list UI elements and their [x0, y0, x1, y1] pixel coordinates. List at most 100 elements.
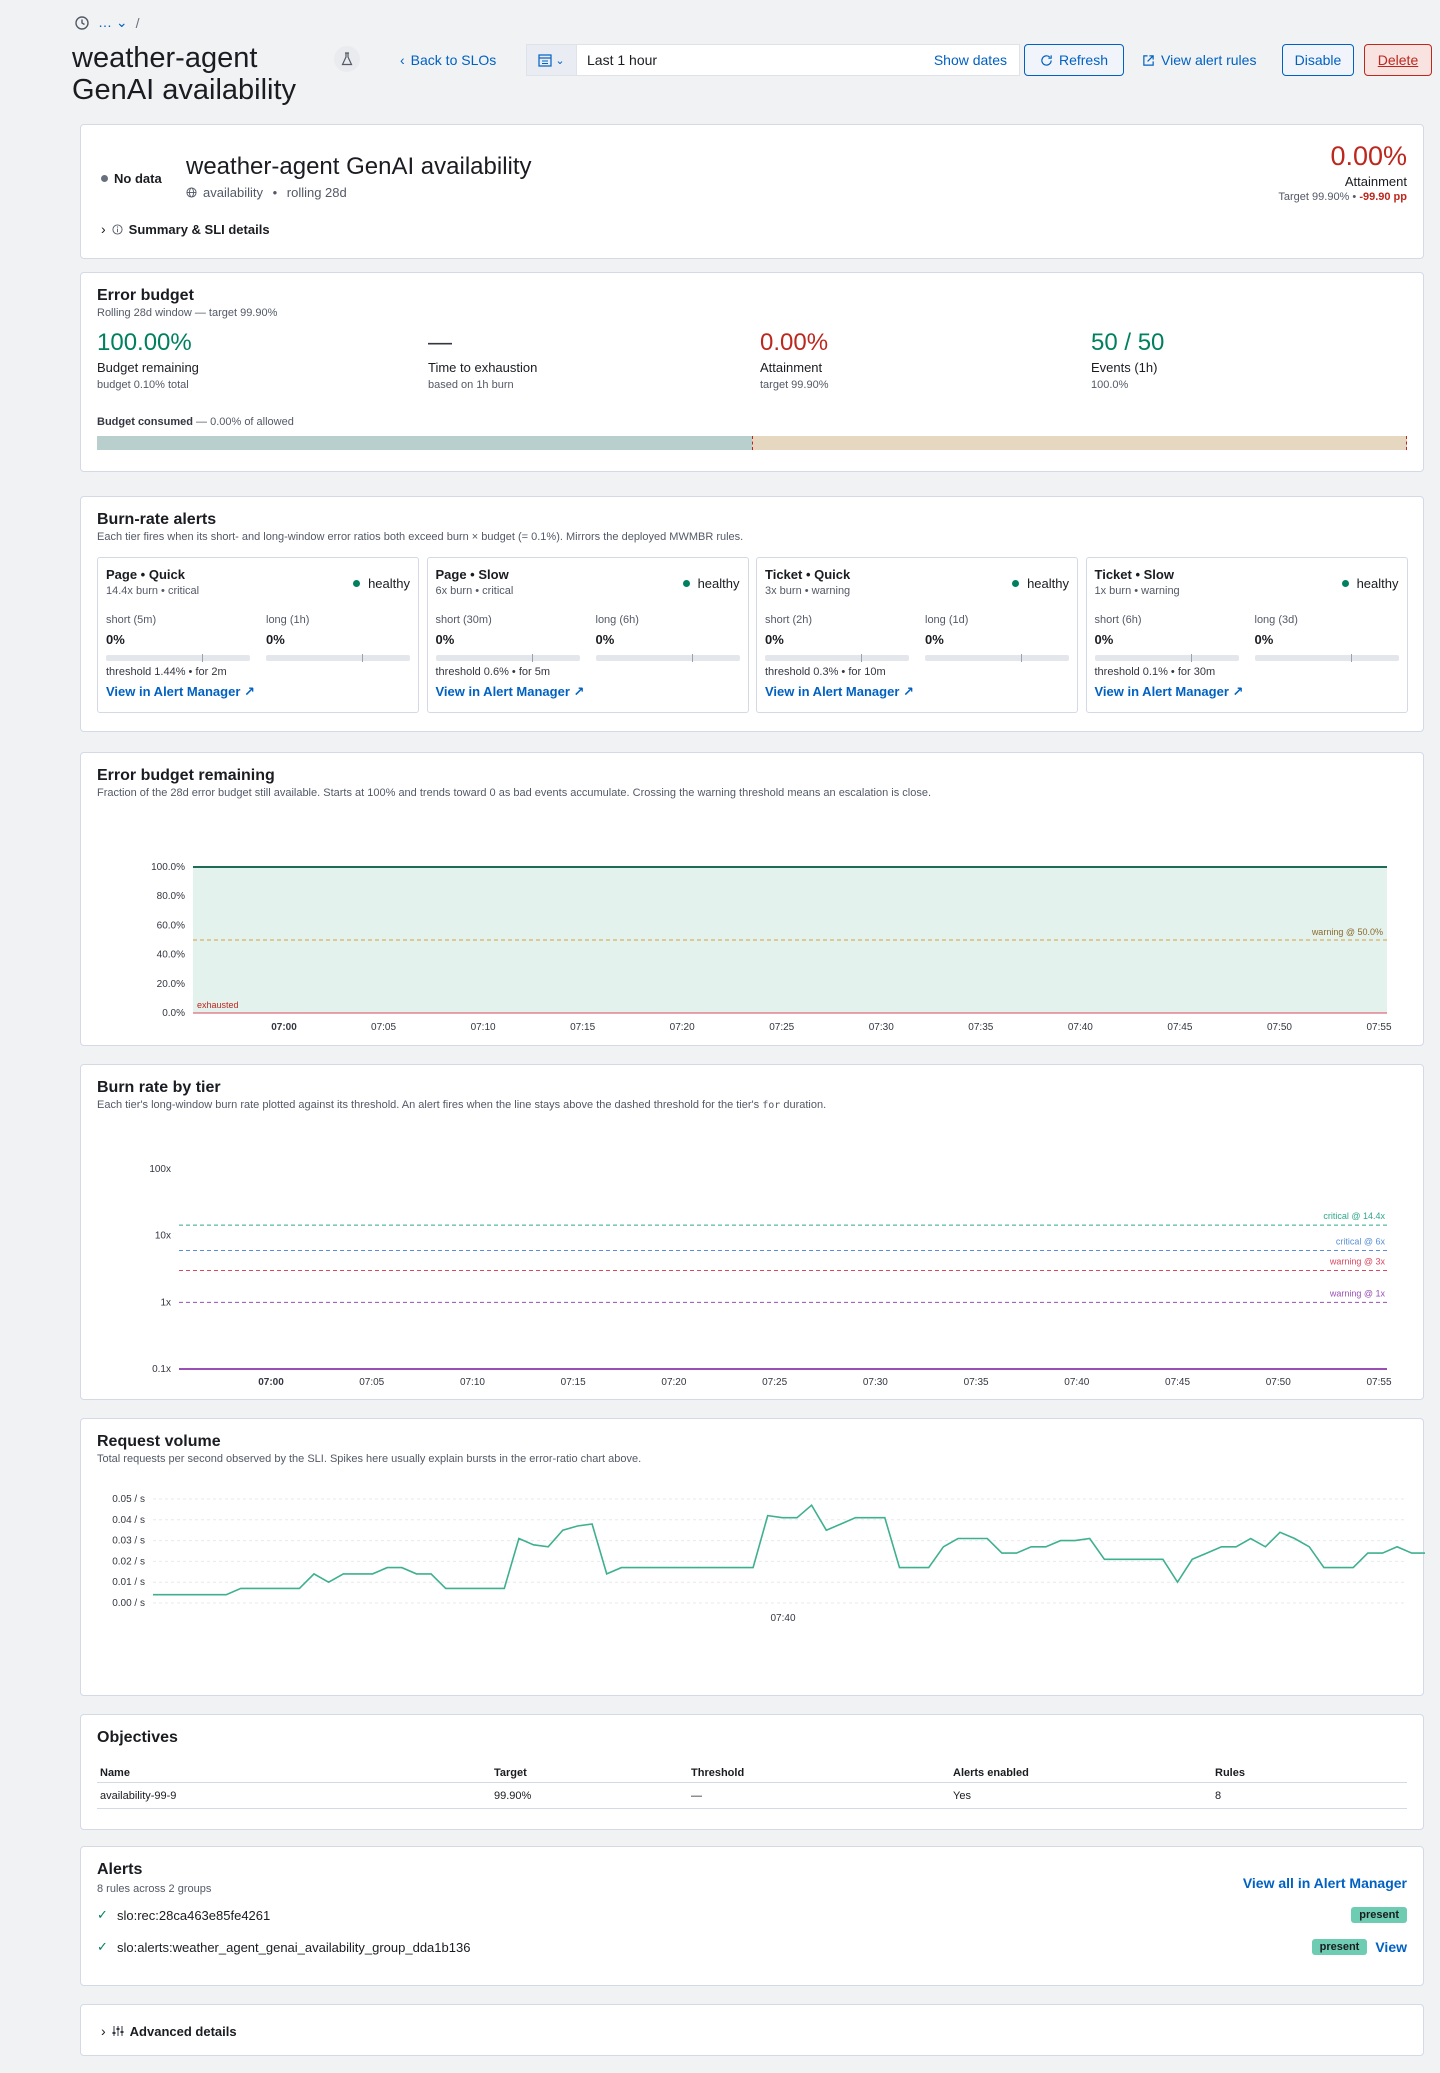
threshold-label: critical @ 14.4x	[1323, 1211, 1385, 1221]
view-all-alert-manager-link[interactable]: View all in Alert Manager	[1242, 1875, 1407, 1891]
request-volume-chart: 0.00 / s 0.01 / s 0.02 / s 0.03 / s 0.04 / s…	[112, 1494, 1425, 1624]
check-icon: ✓	[97, 1907, 108, 1922]
slo-window: rolling 28d	[286, 185, 347, 200]
y-tick-label: 0.1x	[152, 1364, 171, 1375]
short-window-bar	[1094, 654, 1239, 662]
view-in-alert-manager-link[interactable]: View in Alert Manager ↗	[765, 684, 914, 699]
breadcrumb: … ⌄ /	[74, 14, 140, 31]
status-dot	[682, 580, 690, 587]
long-window-bar	[1254, 654, 1399, 662]
alerts-panel: Alerts 8 rules across 2 groups View all …	[80, 1846, 1424, 1986]
y-tick-label: 0.04 / s	[112, 1515, 145, 1526]
x-tick-label: 07:05	[371, 1022, 396, 1033]
check-icon: ✓	[97, 1939, 108, 1954]
advanced-details-toggle[interactable]: › Advanced details	[101, 2023, 237, 2039]
refresh-icon	[1041, 54, 1052, 66]
alerts-subtitle: 8 rules across 2 groups	[97, 1883, 212, 1895]
summary-panel: No data weather-agent GenAI availability…	[80, 124, 1424, 259]
tier-status: healthy	[1341, 576, 1399, 591]
view-alert-group-link[interactable]: View	[1375, 1939, 1407, 1955]
burn-rate-by-tier-panel: Burn rate by tier Each tier's long-windo…	[80, 1064, 1424, 1400]
error-budget-panel: Error budget Rolling 28d window — target…	[80, 272, 1424, 472]
x-tick-label: 07:00	[258, 1377, 284, 1388]
chevron-left-icon: ‹	[400, 52, 405, 68]
history-icon[interactable]	[74, 15, 90, 31]
long-window-value: 0%	[1254, 632, 1274, 647]
tier-name: Page • Slow	[435, 567, 509, 582]
tier-card: Page • Slow 6x burn • critical healthy shor…	[426, 557, 749, 713]
back-to-slos-link[interactable]: ‹ Back to SLOs	[400, 52, 497, 68]
summary-details-toggle[interactable]: › Summary & SLI details	[101, 221, 270, 237]
external-link-icon	[1143, 54, 1154, 66]
short-window-label: short (2h)	[765, 614, 813, 626]
budget-bar-remaining	[752, 436, 1407, 450]
y-tick-label: 0.03 / s	[112, 1536, 145, 1547]
breadcrumb-collapsed[interactable]: … ⌄	[98, 14, 128, 30]
view-alert-rules-link[interactable]: View alert rules	[1142, 52, 1256, 68]
status-dot	[101, 175, 108, 182]
y-tick-label: 0.00 / s	[112, 1598, 145, 1609]
slo-meta: availability • rolling 28d	[186, 185, 347, 200]
short-window-value: 0%	[765, 632, 784, 647]
y-tick-label: 0.02 / s	[112, 1556, 145, 1567]
y-tick-label: 80.0%	[157, 891, 185, 902]
x-tick-label: 07:10	[471, 1022, 496, 1033]
present-badge: present	[1351, 1907, 1407, 1923]
attainment-label: Attainment	[1344, 174, 1407, 189]
delete-button[interactable]: Delete	[1364, 44, 1432, 76]
long-window-value: 0%	[266, 632, 285, 647]
view-in-alert-manager-link[interactable]: View in Alert Manager ↗	[435, 684, 585, 699]
threshold-label: warning @ 3x	[1329, 1257, 1386, 1267]
beaker-icon[interactable]	[334, 46, 360, 72]
x-tick-label: 07:30	[869, 1022, 894, 1033]
y-tick-label: 1x	[160, 1297, 171, 1308]
time-range-picker[interactable]: ⌄ Last 1 hour Show dates	[526, 44, 1020, 76]
attainment-summary: 0.00% Attainment Target 99.90% • -99.90 …	[1278, 141, 1407, 203]
burn-rate-alerts-subtitle: Each tier fires when its short- and long…	[97, 531, 744, 543]
sliders-icon	[112, 2026, 124, 2036]
view-in-alert-manager-link[interactable]: View in Alert Manager ↗	[1094, 684, 1244, 699]
chevron-right-icon: ›	[101, 2023, 106, 2039]
refresh-button[interactable]: Refresh	[1024, 44, 1124, 76]
short-window-value: 0%	[1094, 632, 1114, 647]
time-range-value[interactable]: Last 1 hour	[587, 52, 658, 68]
long-window-value: 0%	[595, 632, 615, 647]
alert-rule-row: ✓ slo:rec:28ca463e85fe4261 present	[97, 1903, 1407, 1927]
calendar-icon[interactable]: ⌄	[527, 45, 577, 75]
burn-chart-subtitle: Each tier's long-window burn rate plotte…	[97, 1099, 827, 1111]
long-window-label: long (3d)	[1254, 614, 1298, 626]
disable-button[interactable]: Disable	[1282, 44, 1354, 76]
short-window-bar	[106, 654, 250, 662]
advanced-details-panel: › Advanced details	[80, 2004, 1424, 2056]
events-stat: 50 / 50 Events (1h) 100.0%	[1091, 329, 1165, 391]
budget-bar-allowed	[97, 436, 752, 450]
x-tick-label: 07:35	[968, 1022, 993, 1033]
x-tick-label: 07:10	[460, 1377, 485, 1388]
x-tick-label: 07:20	[670, 1022, 695, 1033]
x-tick-label: 07:50	[1267, 1022, 1292, 1033]
x-tick-label: 07:00	[271, 1022, 297, 1033]
present-badge: present	[1311, 1939, 1368, 1955]
x-tick-label: 07:55	[1366, 1377, 1391, 1388]
time-to-exhaustion-stat: — Time to exhaustion based on 1h burn	[428, 329, 538, 391]
tier-status: healthy	[682, 576, 740, 591]
error-budget-title: Error budget	[97, 287, 194, 304]
table-header: Name Target Threshold Alerts enabled Rul…	[97, 1763, 1407, 1783]
table-row: availability-99-9 99.90% — Yes 8	[97, 1783, 1407, 1809]
short-window-label: short (6h)	[1094, 614, 1142, 626]
budget-consumed-bar	[97, 436, 1407, 450]
y-tick-label: 60.0%	[157, 920, 185, 931]
view-in-alert-manager-link[interactable]: View in Alert Manager ↗	[106, 684, 255, 699]
alert-rule-name: slo:alerts:weather_agent_genai_availabil…	[117, 1939, 471, 1955]
error-budget-subtitle: Rolling 28d window — target 99.90%	[97, 307, 278, 319]
y-tick-label: 100.0%	[151, 862, 185, 873]
show-dates-link[interactable]: Show dates	[933, 52, 1007, 68]
tier-status: healthy	[1012, 576, 1069, 591]
x-tick-label: 07:30	[863, 1377, 888, 1388]
sli-type: availability	[203, 185, 263, 200]
long-window-bar	[925, 654, 1069, 662]
alert-rule-name: slo:rec:28ca463e85fe4261	[117, 1907, 271, 1923]
tier-burn: 1x burn • warning	[1094, 585, 1180, 597]
page-title: weather-agent GenAI availability	[72, 42, 297, 106]
short-window-bar	[765, 654, 909, 662]
